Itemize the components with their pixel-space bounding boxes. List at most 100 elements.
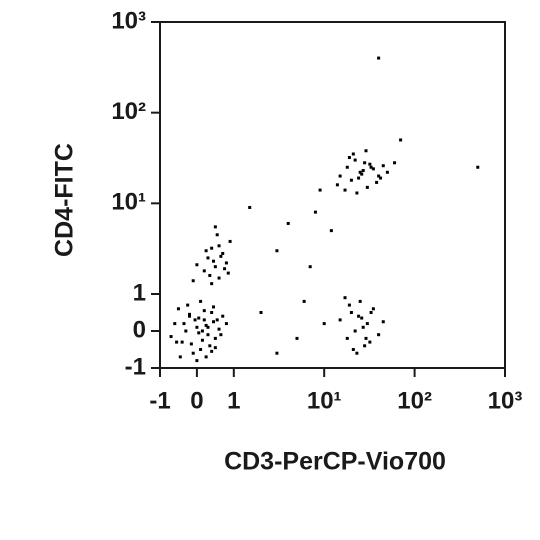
point — [206, 333, 210, 337]
point — [365, 185, 369, 189]
point — [275, 351, 279, 355]
point — [302, 299, 306, 303]
point — [357, 314, 361, 318]
point — [186, 303, 190, 307]
point — [379, 176, 383, 180]
point — [208, 344, 212, 348]
point — [368, 162, 372, 166]
point — [208, 273, 212, 277]
point — [219, 333, 223, 337]
y-tick-label: 1 — [133, 279, 146, 306]
point — [358, 299, 362, 303]
point — [248, 205, 252, 209]
x-tick-label: 1 — [227, 387, 240, 414]
point — [173, 322, 177, 326]
point — [318, 188, 322, 192]
point — [351, 152, 355, 156]
point — [212, 320, 216, 324]
point — [200, 329, 204, 333]
point — [355, 191, 359, 195]
point — [364, 149, 368, 153]
point — [200, 338, 204, 342]
point — [189, 342, 193, 346]
point — [476, 165, 480, 169]
point — [212, 305, 216, 309]
point — [204, 323, 208, 327]
point — [188, 314, 192, 318]
point — [286, 221, 290, 225]
point — [197, 316, 201, 320]
point — [399, 138, 403, 142]
point — [210, 349, 214, 353]
point — [193, 318, 197, 322]
point — [219, 254, 223, 258]
point — [368, 340, 372, 344]
point — [369, 165, 373, 169]
point — [180, 340, 184, 344]
point — [202, 269, 206, 273]
point — [210, 282, 214, 286]
point — [224, 322, 228, 326]
point — [353, 329, 357, 333]
point — [217, 276, 221, 280]
point — [381, 164, 385, 168]
point — [210, 310, 214, 314]
x-axis-title: CD3-PerCP-Vio700 — [224, 448, 446, 476]
point — [275, 249, 279, 253]
point — [195, 263, 199, 267]
x-tick-label: 10² — [397, 387, 432, 414]
point — [353, 158, 357, 162]
point — [199, 299, 203, 303]
point — [210, 246, 214, 250]
x-tick-label: 0 — [190, 387, 203, 414]
point — [213, 346, 217, 350]
point — [349, 310, 353, 314]
point — [184, 329, 188, 333]
point — [221, 314, 225, 318]
y-tick-label: 10³ — [111, 7, 146, 34]
point — [215, 233, 219, 237]
point — [381, 320, 385, 324]
point — [213, 336, 217, 340]
point — [360, 172, 364, 176]
point — [191, 279, 195, 283]
point — [349, 178, 353, 182]
point — [360, 316, 364, 320]
point — [365, 322, 369, 326]
point — [343, 188, 347, 192]
point — [226, 271, 230, 275]
point — [206, 256, 210, 260]
x-tick-label: 10³ — [488, 387, 523, 414]
point — [313, 210, 317, 214]
point — [202, 309, 206, 313]
point — [191, 351, 195, 355]
point — [377, 56, 381, 60]
point — [345, 336, 349, 340]
point — [217, 327, 221, 331]
point — [377, 333, 381, 337]
point — [361, 169, 365, 173]
point — [215, 318, 219, 322]
point — [197, 331, 201, 335]
point — [178, 355, 182, 359]
point — [175, 340, 179, 344]
point — [221, 251, 225, 255]
point — [202, 318, 206, 322]
point — [363, 161, 367, 165]
y-axis-title: CD4-FITC — [51, 143, 79, 257]
point — [377, 174, 381, 178]
x-tick-label: 10¹ — [307, 387, 342, 414]
point — [195, 325, 199, 329]
point — [329, 229, 333, 233]
point — [335, 183, 339, 187]
point — [369, 310, 373, 314]
plot-frame — [159, 21, 506, 369]
x-tick-label: -1 — [149, 387, 170, 414]
point — [347, 303, 351, 307]
point — [322, 322, 326, 326]
point — [188, 312, 192, 316]
point — [393, 161, 397, 165]
point — [204, 249, 208, 253]
